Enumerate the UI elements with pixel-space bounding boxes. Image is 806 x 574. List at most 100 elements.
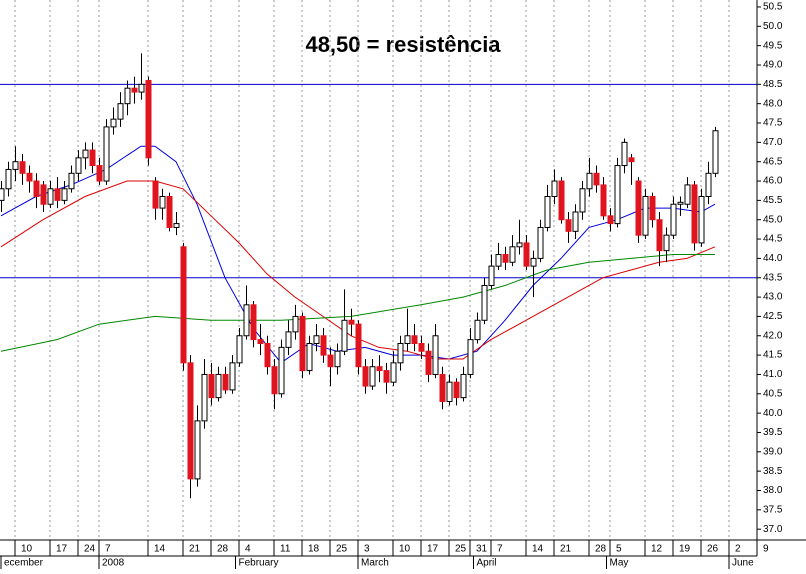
x-tick-label: 12	[651, 544, 663, 555]
candle-body	[250, 304, 257, 341]
y-tick-label: 49.0	[763, 60, 783, 71]
candle-body	[635, 180, 642, 236]
candle-body	[327, 354, 334, 368]
candle-body	[341, 319, 348, 352]
y-tick-label: 46.5	[763, 156, 783, 167]
candle-body	[530, 257, 537, 267]
y-tick-label: 44.0	[763, 253, 783, 264]
candle-body	[523, 242, 530, 267]
candle-body	[439, 373, 446, 403]
y-tick-label: 40.5	[763, 388, 783, 399]
y-tick-label: 38.0	[763, 485, 783, 496]
x-tick-label: 17	[56, 544, 68, 555]
x-tick-label: 7	[105, 544, 111, 555]
y-tick-label: 42.0	[763, 330, 783, 341]
month-label: May	[610, 558, 629, 569]
candle-body	[684, 184, 691, 205]
candle-body	[12, 161, 19, 170]
candle-body	[607, 215, 614, 225]
candle-body	[82, 149, 89, 159]
y-tick-label: 37.5	[763, 504, 783, 515]
candle-body	[621, 141, 628, 167]
month-label: February	[239, 558, 279, 569]
candle-body	[68, 172, 75, 190]
candle-body	[516, 242, 523, 248]
candle-body	[278, 346, 285, 395]
x-tick-label: 11	[280, 544, 291, 555]
candle-body	[103, 126, 110, 182]
x-tick-label: 25	[336, 544, 348, 555]
candle-body	[222, 373, 229, 391]
candle-body	[404, 335, 411, 344]
y-tick-label: 42.5	[763, 311, 783, 322]
x-tick-label: 25	[455, 544, 467, 555]
candle-body	[299, 315, 306, 372]
y-tick-label: 48.5	[763, 79, 783, 90]
x-tick-label: 21	[189, 544, 201, 555]
candle-body	[579, 188, 586, 213]
month-label: 2008	[102, 558, 125, 569]
candle-body	[19, 161, 26, 174]
candle-body	[131, 87, 138, 93]
candle-body	[495, 254, 502, 267]
y-tick-label: 47.0	[763, 137, 783, 148]
month-label: June	[732, 558, 754, 569]
moving-average	[0, 254, 715, 352]
candle-body	[509, 246, 516, 263]
candle-body	[264, 342, 271, 368]
y-tick-label: 49.5	[763, 40, 783, 51]
x-tick-label: 9	[763, 544, 769, 555]
candle-body	[362, 366, 369, 387]
candle-body	[418, 342, 425, 352]
x-tick-label: 4	[245, 544, 251, 555]
candle-body	[306, 342, 313, 372]
candle-body	[642, 196, 649, 236]
y-tick-label: 45.5	[763, 195, 783, 206]
y-tick-label: 43.5	[763, 272, 783, 283]
x-tick-label: 18	[308, 544, 320, 555]
candle-body	[187, 362, 194, 480]
candle-body	[677, 201, 684, 205]
candle-body	[586, 172, 593, 190]
x-tick-label: 24	[84, 544, 96, 555]
candle-body	[663, 234, 670, 252]
candle-body	[243, 304, 250, 337]
candle-body	[75, 157, 82, 174]
y-tick-label: 41.0	[763, 369, 783, 380]
x-tick-label: 5	[616, 544, 622, 555]
candle-body	[425, 350, 432, 375]
candle-body	[257, 339, 264, 344]
candle-body	[460, 373, 467, 399]
candle-body	[313, 335, 320, 344]
candle-body	[194, 420, 201, 480]
month-label: March	[361, 558, 389, 569]
candle-body	[649, 196, 656, 221]
candle-body	[397, 342, 404, 364]
candle-body	[481, 284, 488, 321]
y-tick-label: 39.5	[763, 427, 783, 438]
y-tick-label: 50.5	[763, 2, 783, 13]
candle-body	[47, 188, 54, 205]
x-tick-label: 10	[21, 544, 33, 555]
x-tick-label: 2	[735, 544, 741, 555]
chart-title: 48,50 = resistência	[305, 32, 501, 57]
y-tick-label: 40.0	[763, 408, 783, 419]
x-tick-label: 31	[476, 544, 488, 555]
candle-body	[40, 184, 47, 205]
x-tick-label: 14	[532, 544, 544, 555]
candle-body	[558, 180, 565, 221]
candle-body	[138, 83, 145, 93]
candle-body	[26, 172, 33, 182]
candle-body	[96, 165, 103, 182]
candle-body	[698, 196, 705, 244]
y-tick-label: 45.0	[763, 214, 783, 225]
candle-body	[628, 157, 635, 163]
candle-body	[124, 87, 131, 105]
x-tick-label: 26	[707, 544, 719, 555]
x-tick-label: 3	[364, 544, 370, 555]
candle-body	[61, 188, 68, 201]
candle-body	[33, 180, 40, 198]
candle-body	[453, 381, 460, 399]
